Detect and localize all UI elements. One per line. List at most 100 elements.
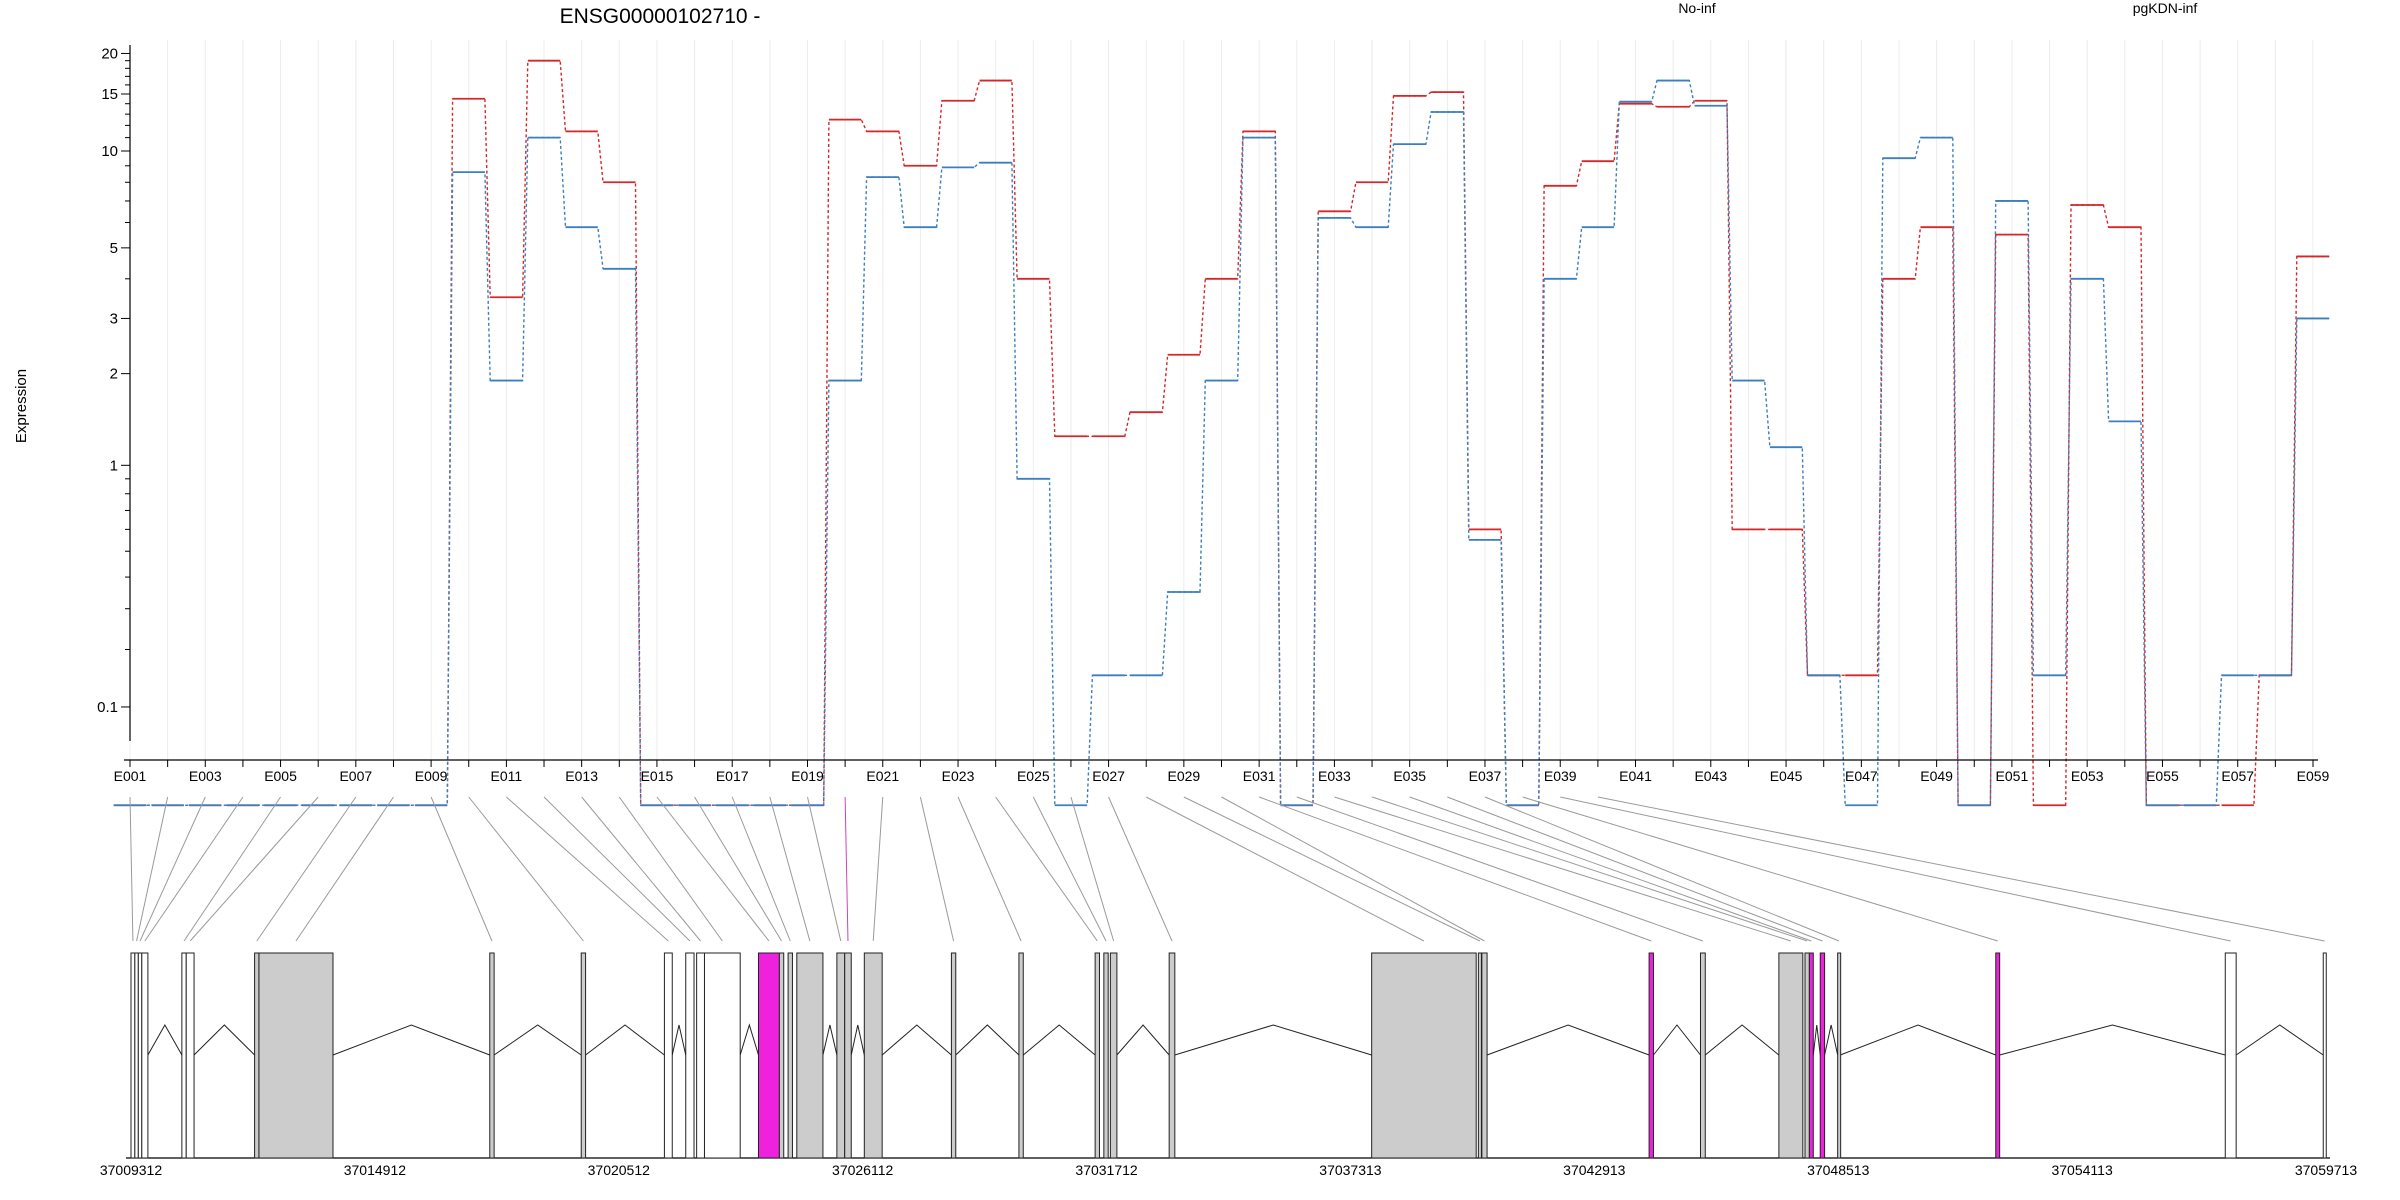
series-line xyxy=(113,60,2330,806)
exon-connector xyxy=(844,796,849,942)
x-tick-label: E007 xyxy=(339,768,372,784)
exon-box xyxy=(254,952,260,1159)
intron xyxy=(850,1024,865,1056)
exon-box xyxy=(2322,952,2327,1159)
x-tick-label: E053 xyxy=(2071,768,2104,784)
exon-connector xyxy=(995,796,1098,942)
y-tick-label: 0.1 xyxy=(97,699,118,716)
x-tick-label: E025 xyxy=(1017,768,1050,784)
exon-box xyxy=(863,952,883,1159)
exon-box xyxy=(137,952,143,1159)
intron xyxy=(1999,1024,2226,1056)
exon-box xyxy=(663,952,673,1159)
exon-connector xyxy=(872,796,884,942)
x-tick-label: E013 xyxy=(565,768,598,784)
x-tick-label: E011 xyxy=(491,768,523,784)
exon-box xyxy=(134,952,139,1159)
x-tick-label: E043 xyxy=(1694,768,1727,784)
exon-box xyxy=(685,952,695,1159)
exon-box xyxy=(1995,952,2001,1159)
exon-connector xyxy=(1108,796,1173,942)
y-tick-label: 5 xyxy=(110,240,118,257)
exon-box xyxy=(580,952,587,1159)
x-tick-label: E031 xyxy=(1243,768,1276,784)
exon-connector xyxy=(581,796,701,942)
x-tick-label: E015 xyxy=(641,768,674,784)
exon-connector xyxy=(256,796,357,942)
connector-layer xyxy=(129,796,2325,942)
x-tick-label: E041 xyxy=(1619,768,1652,784)
exon-connector xyxy=(806,796,842,942)
intron xyxy=(1704,1024,1780,1056)
intron xyxy=(1812,1024,1821,1056)
exon-connector xyxy=(656,796,770,942)
exon-connector xyxy=(1145,796,1425,942)
exon-box xyxy=(1094,952,1100,1159)
intron xyxy=(1174,1024,1372,1056)
exon-box xyxy=(844,952,852,1159)
x-tick-label: E027 xyxy=(1092,768,1125,784)
exon-connector xyxy=(618,796,723,942)
y-tick-label: 3 xyxy=(110,310,118,327)
genomic-tick-label: 37037313 xyxy=(1319,1162,1382,1178)
exon-connector xyxy=(139,796,206,942)
intron xyxy=(739,1023,759,1056)
exon-connector xyxy=(144,796,244,942)
intron xyxy=(1116,1024,1170,1056)
exon-box xyxy=(181,952,187,1159)
exon-connector xyxy=(468,796,584,942)
exon-box xyxy=(1699,952,1706,1159)
intron xyxy=(147,1023,183,1056)
intron xyxy=(1486,1024,1650,1056)
genomic-tick-label: 37020512 xyxy=(588,1162,651,1178)
exon-box xyxy=(796,952,824,1159)
exon-box xyxy=(1018,952,1024,1159)
intron xyxy=(1840,1024,1996,1056)
exon-box xyxy=(1168,952,1176,1159)
genomic-tick-label: 37048513 xyxy=(1807,1162,1870,1178)
exon-box xyxy=(1819,952,1826,1159)
intron xyxy=(493,1024,582,1056)
x-tick-label: E005 xyxy=(264,768,297,784)
y-axis-label: Expression xyxy=(13,369,30,443)
intron xyxy=(1022,1024,1096,1056)
intron xyxy=(332,1024,490,1056)
intron xyxy=(193,1024,255,1056)
intron xyxy=(1653,1024,1701,1056)
y-tick-label: 10 xyxy=(101,143,118,160)
y-tick-label: 2 xyxy=(110,366,118,383)
genomic-tick-label: 37014912 xyxy=(344,1162,407,1178)
exon-connector xyxy=(1334,796,1791,942)
exon-box xyxy=(836,952,846,1159)
x-tick-label: E051 xyxy=(1996,768,2029,784)
intron xyxy=(585,1024,665,1056)
exon-box xyxy=(258,952,334,1159)
intron xyxy=(2235,1024,2324,1056)
exon-connector xyxy=(919,796,955,942)
x-tick-label: E023 xyxy=(942,768,975,784)
genomic-tick-label: 37026112 xyxy=(832,1162,893,1178)
exon-box xyxy=(787,952,793,1159)
exon-box xyxy=(703,952,741,1159)
exon-connector xyxy=(1296,796,1704,942)
exon-box xyxy=(2224,952,2237,1159)
exon-connector xyxy=(1447,796,1823,942)
legend-no-inf: No-inf xyxy=(1678,0,1715,16)
x-tick-label: E037 xyxy=(1469,768,1502,784)
y-tick-label: 15 xyxy=(101,86,118,103)
exon-connector xyxy=(1032,796,1107,942)
exon-connector xyxy=(1409,796,1812,942)
exon-box xyxy=(1103,952,1109,1159)
exon-box xyxy=(778,952,785,1159)
exon-connector xyxy=(136,796,169,942)
exon-box xyxy=(1804,952,1810,1159)
exon-box xyxy=(130,952,136,1159)
exon-box xyxy=(1648,952,1654,1159)
x-tick-label: E055 xyxy=(2146,768,2179,784)
exon-connector xyxy=(1183,796,1481,942)
exon-box xyxy=(1109,952,1118,1159)
intron xyxy=(881,1024,952,1056)
exon-connector xyxy=(1484,796,1840,942)
exon-connector xyxy=(183,796,281,942)
exon-box xyxy=(1778,952,1804,1159)
